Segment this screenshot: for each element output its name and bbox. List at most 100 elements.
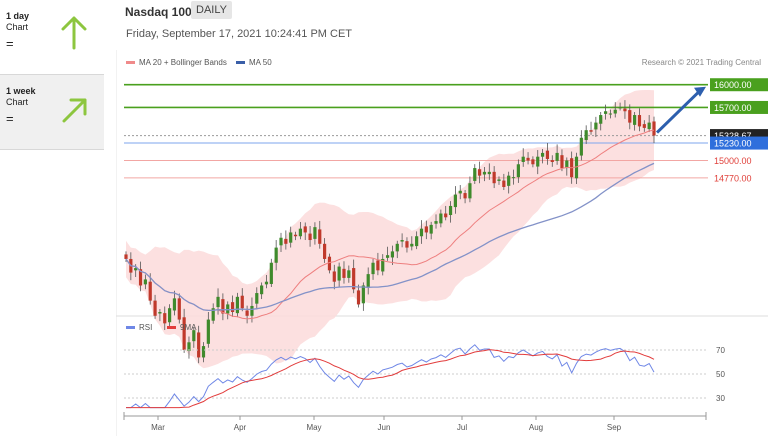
candle-body — [395, 243, 399, 252]
candle-body — [187, 342, 191, 352]
candle-body — [618, 107, 622, 109]
candle-body — [371, 262, 375, 275]
legend-label-9ma: 9MA — [180, 323, 197, 332]
candle-body — [269, 262, 273, 284]
candle-body — [613, 109, 617, 114]
candle-body — [177, 298, 181, 320]
candle-body — [415, 236, 419, 247]
level-label: 15230.00 — [714, 139, 752, 149]
legend-label-ma20: MA 20 + Bollinger Bands — [139, 58, 227, 67]
candle-body — [574, 156, 579, 179]
candle-body — [197, 332, 201, 358]
candle-body — [473, 168, 477, 181]
candle-body — [143, 279, 147, 285]
x-tick-label: Mar — [151, 423, 165, 432]
candle-body — [274, 247, 278, 263]
candle-body — [603, 111, 608, 114]
sidebar-item-status: = — [6, 36, 14, 51]
candle-body — [410, 243, 414, 247]
sidebar-item-subtitle: Chart — [6, 97, 29, 107]
legend-swatch-rsi — [126, 326, 135, 329]
candle-body — [555, 152, 559, 161]
candle-body — [482, 171, 487, 175]
candle-body — [381, 258, 385, 272]
rsi-line — [126, 344, 655, 409]
candle-body — [366, 274, 370, 288]
candle-body — [497, 179, 501, 181]
x-tick-label: Jul — [457, 423, 467, 432]
projection-arrow — [655, 89, 702, 134]
candle-body — [637, 115, 642, 127]
level-label: 15000.00 — [714, 156, 752, 166]
candle-body — [264, 281, 269, 285]
up-arrow-icon — [61, 16, 87, 50]
candle-body — [134, 268, 138, 271]
level-label: 16000.00 — [714, 80, 752, 90]
candle-body — [633, 115, 637, 125]
candle-body — [429, 224, 433, 234]
candle-body — [560, 155, 564, 169]
candle-body — [279, 237, 283, 246]
candle-body — [434, 221, 438, 224]
candle-body — [492, 171, 496, 184]
candle-body — [444, 213, 448, 218]
x-tick-label: Sep — [607, 423, 622, 432]
candle-body — [579, 137, 583, 156]
candle-body — [531, 159, 535, 165]
ma50-line — [125, 162, 655, 312]
candle-body — [303, 226, 307, 233]
x-tick-label: Jun — [378, 423, 391, 432]
legend-label-rsi: RSI — [139, 323, 152, 332]
candle-body — [478, 169, 482, 176]
candle-body — [565, 160, 569, 169]
candle-body — [255, 293, 259, 304]
legend-swatch-ma20 — [126, 61, 135, 64]
candle-body — [124, 254, 128, 259]
candle-body — [313, 227, 317, 239]
sidebar-item-title: 1 week — [6, 86, 36, 96]
candle-body — [221, 299, 225, 314]
interval-button[interactable]: DAILY — [191, 1, 232, 19]
candle-body — [347, 270, 351, 278]
candle-body — [594, 122, 598, 130]
candle-body — [536, 156, 540, 167]
up-right-arrow-icon — [62, 98, 87, 123]
candle-body — [230, 302, 235, 312]
candle-body — [167, 308, 172, 323]
candle-body — [153, 300, 157, 316]
candle-body — [502, 180, 506, 187]
x-tick-label: Apr — [234, 423, 247, 432]
sidebar-item-1-day[interactable]: 1 day Chart = — [0, 0, 104, 75]
candle-body — [463, 193, 467, 199]
candle-body — [540, 152, 545, 157]
candle-body — [148, 281, 152, 301]
sidebar-item-status: = — [6, 111, 14, 126]
candle-body — [250, 305, 254, 316]
candle-body — [589, 130, 593, 132]
candle-body — [468, 183, 472, 199]
candle-body — [424, 226, 428, 233]
credit-text: Research © 2021 Trading Central — [642, 58, 762, 67]
candle-body — [545, 150, 550, 159]
chart-panel: 16000.00 15700.00 15328.67 15230.00 15000.00… — [116, 0, 768, 436]
candle-body — [356, 290, 361, 305]
candle-body — [458, 190, 462, 194]
sidebar-item-1-week[interactable]: 1 week Chart = — [0, 75, 104, 150]
candle-body — [284, 238, 288, 244]
candle-body — [206, 319, 210, 344]
candle-body — [323, 243, 327, 259]
rsi-tick-label: 70 — [716, 346, 725, 355]
candle-body — [342, 268, 346, 278]
legend-swatch-9ma — [167, 326, 176, 329]
candle-body — [337, 266, 341, 281]
candle-body — [448, 205, 453, 216]
sidebar: 1 day Chart = 1 week Chart = — [0, 0, 104, 436]
rsi-tick-label: 30 — [716, 394, 725, 403]
legend-label-ma50: MA 50 — [249, 58, 272, 67]
candle-body — [376, 260, 380, 271]
level-label: 15700.00 — [714, 103, 752, 113]
candle-body — [240, 295, 244, 309]
candle-body — [439, 213, 443, 224]
candle-body — [138, 269, 143, 286]
